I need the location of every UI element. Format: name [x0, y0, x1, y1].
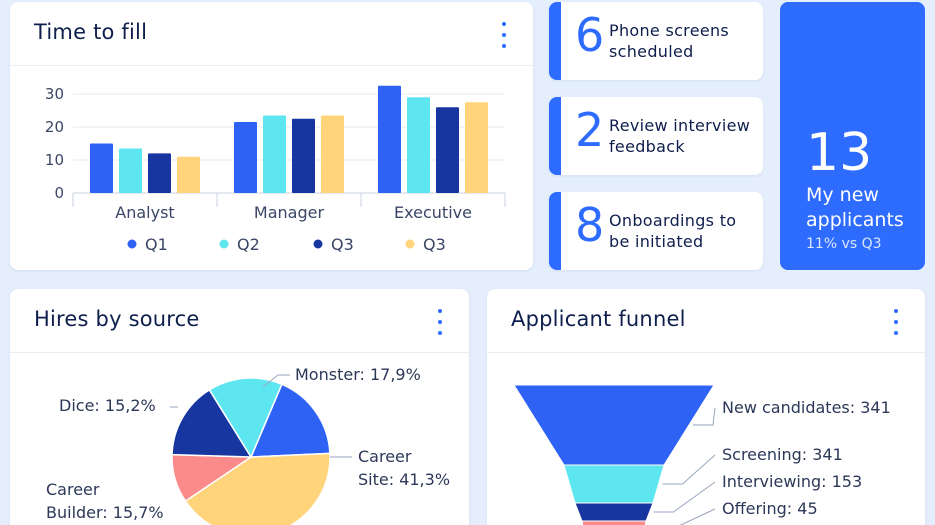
stat-value: 2 [575, 103, 605, 157]
y-tick-label: 0 [54, 184, 64, 202]
applicant-funnel-card: Applicant funnel New candidates: 341 Scre… [487, 289, 925, 525]
stat-onboardings[interactable]: 8 Onboardings to be initiated [549, 192, 763, 270]
more-options-icon[interactable] [499, 22, 509, 48]
y-tick-label: 30 [45, 85, 64, 103]
slice-label: Career [358, 447, 412, 466]
bar [378, 85, 401, 193]
pie-slice [171, 388, 253, 458]
bar [148, 153, 171, 193]
funnel-leader [679, 508, 716, 525]
bar [407, 97, 430, 193]
legend-marker [313, 239, 323, 249]
slice-label: Dice: 15,2% [59, 396, 156, 415]
pie-slice [208, 377, 283, 459]
stat-phone-screens[interactable]: 6 Phone screens scheduled [549, 2, 763, 80]
funnel-label: Offering: 45 [722, 499, 818, 518]
funnel-leader [693, 407, 716, 426]
legend-marker [127, 239, 137, 249]
legend-label: Q3 [423, 235, 446, 254]
bar [234, 122, 257, 193]
slice-label: Site: 41,3% [358, 470, 450, 489]
new-applicants-card[interactable]: 13 My new applicants 11% vs Q3 [780, 2, 925, 270]
legend-marker [405, 239, 415, 249]
card-title: Applicant funnel [511, 307, 686, 331]
funnel-stage [563, 464, 665, 504]
bar [292, 118, 315, 193]
y-tick-label: 10 [45, 151, 64, 169]
pie-slice [184, 452, 331, 525]
legend-label: Q1 [145, 235, 168, 254]
applicant-funnel-chart: New candidates: 341 Screening: 341 Intervi… [513, 384, 891, 525]
y-tick-label: 20 [45, 118, 64, 136]
x-tick-label: Analyst [115, 203, 174, 222]
legend-label: Q3 [331, 235, 354, 254]
applicants-value: 13 [806, 123, 873, 183]
more-options-icon[interactable] [891, 309, 901, 335]
legend-label: Q2 [237, 235, 260, 254]
x-tick-label: Manager [254, 203, 325, 222]
card-header [10, 289, 469, 353]
bar [90, 143, 113, 193]
bar [436, 107, 459, 193]
stat-label: Review interview feedback [609, 116, 751, 156]
label-leader [262, 374, 290, 388]
time-to-fill-card: Time to fill 0 10 20 30 Analyst Manager Execut… [10, 2, 533, 270]
bar [119, 148, 142, 193]
x-tick-label: Executive [394, 203, 472, 222]
funnel-leader [662, 454, 716, 485]
bar [321, 115, 344, 193]
hires-by-source-chart: Monster: 17,9% Career Site: 41,3% Dice: 15,… [46, 365, 450, 525]
applicants-label: My new applicants [806, 184, 904, 231]
card-title: Time to fill [34, 20, 148, 44]
funnel-stage [574, 502, 654, 522]
stat-label: Phone screens scheduled [609, 21, 730, 61]
funnel-leader [653, 481, 716, 513]
more-options-icon[interactable] [435, 309, 445, 335]
pie-slice [249, 383, 331, 458]
stat-value: 8 [575, 198, 605, 252]
funnel-label: Interviewing: 153 [722, 472, 862, 491]
card-header [487, 289, 925, 353]
bar [263, 115, 286, 193]
slice-label: Career [46, 480, 100, 499]
slice-label: Monster: 17,9% [295, 365, 421, 384]
funnel-label: New candidates: 341 [722, 398, 891, 417]
stat-review-feedback[interactable]: 2 Review interview feedback [549, 97, 763, 175]
applicants-change: 11% vs Q3 [806, 236, 882, 252]
hires-by-source-card: Hires by source Monster: 17,9% Career Site… [10, 289, 469, 525]
legend-marker [219, 239, 229, 249]
card-header [10, 2, 533, 66]
bar [465, 102, 488, 193]
funnel-label: Screening: 341 [722, 445, 843, 464]
stat-value: 6 [575, 8, 605, 62]
slice-label: Builder: 15,7% [46, 503, 164, 522]
stat-label: Onboardings to be initiated [609, 211, 737, 251]
funnel-stage [513, 384, 715, 466]
card-title: Hires by source [34, 307, 200, 331]
time-to-fill-chart: 0 10 20 30 Analyst Manager Executive Q1 Q2 Q3 Q3 [45, 85, 506, 254]
funnel-stage [581, 520, 647, 525]
bar [177, 156, 200, 193]
